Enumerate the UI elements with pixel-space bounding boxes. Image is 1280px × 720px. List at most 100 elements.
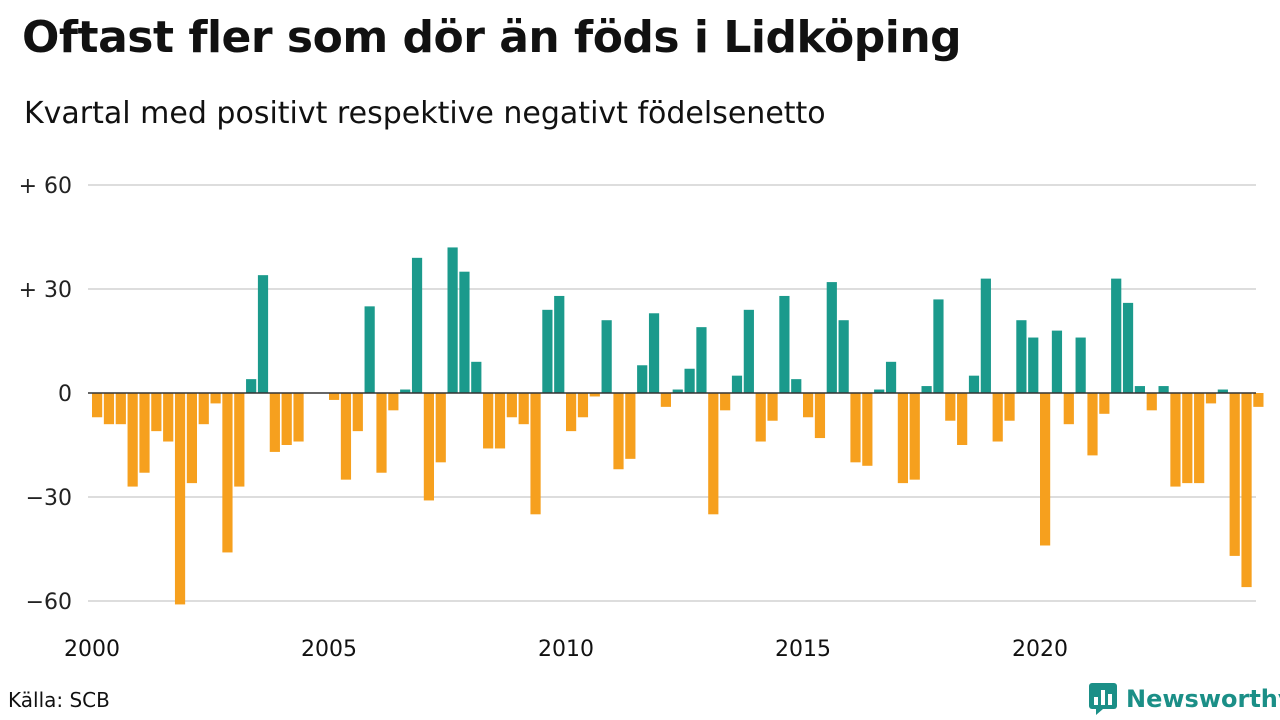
bar-negative <box>862 393 873 466</box>
bar-negative <box>234 393 245 487</box>
source-label: Källa: SCB <box>8 688 110 712</box>
bar-negative <box>1146 393 1157 411</box>
bar-negative <box>506 393 517 418</box>
bar-negative <box>814 393 826 439</box>
bar-positive <box>838 320 849 393</box>
x-tick-label: 2020 <box>1012 637 1068 662</box>
x-tick-label: 2010 <box>538 637 594 662</box>
bar-negative <box>127 393 138 487</box>
bar-negative <box>755 393 766 442</box>
bar-negative <box>92 393 103 418</box>
bar-negative <box>850 393 861 463</box>
bar-positive <box>364 306 375 393</box>
bar-positive <box>459 271 470 393</box>
bar-negative <box>720 393 731 411</box>
bar-negative <box>577 393 589 418</box>
bar-negative <box>329 393 340 400</box>
bar-negative <box>992 393 1003 442</box>
bar-positive <box>1122 302 1134 393</box>
bar-negative <box>293 393 304 442</box>
y-tick-label: −30 <box>26 486 72 511</box>
x-tick-label: 2015 <box>775 637 831 662</box>
bar-negative <box>1182 393 1193 484</box>
newsworthy-logo-icon <box>1089 683 1117 715</box>
bar-negative <box>139 393 150 473</box>
bar-positive <box>1134 386 1145 393</box>
bar-positive <box>1028 337 1039 393</box>
bar-negative <box>1087 393 1098 456</box>
bar-positive <box>542 309 553 393</box>
y-axis: + 60 + 30 0 −30 −60 <box>19 174 72 615</box>
bar-negative <box>376 393 387 473</box>
bar-positive <box>648 313 660 393</box>
bar-negative <box>1253 393 1264 407</box>
bar-negative <box>352 393 363 432</box>
bar-positive <box>1051 330 1063 393</box>
bar-negative <box>435 393 446 463</box>
bar-negative <box>281 393 292 445</box>
bar-chart: + 60 + 30 0 −30 −60 2000 2005 2010 2015 2020 <box>19 174 1264 662</box>
bar-negative <box>494 393 506 449</box>
x-tick-label: 2000 <box>64 637 120 662</box>
bar-negative <box>210 393 221 404</box>
x-tick-label: 2005 <box>301 637 357 662</box>
bar-positive <box>921 386 932 393</box>
bar-negative <box>1229 393 1240 556</box>
bar-positive <box>731 375 743 393</box>
bars <box>92 247 1264 605</box>
bar-negative <box>1241 393 1252 588</box>
newsworthy-logo: Newsworthy <box>1088 682 1280 716</box>
bar-negative <box>613 393 624 470</box>
bar-positive <box>1111 278 1122 393</box>
bar-negative <box>1063 393 1074 425</box>
bar-negative <box>803 393 814 418</box>
bar-negative <box>708 393 719 515</box>
bar-positive <box>874 389 885 393</box>
gridlines <box>88 184 1256 602</box>
bar-negative <box>518 393 529 425</box>
bar-positive <box>696 327 707 393</box>
bar-negative <box>483 393 494 449</box>
bar-positive <box>1217 389 1228 393</box>
bar-positive <box>968 375 980 393</box>
bar-positive <box>684 368 695 393</box>
chart-subtitle: Kvartal med positivt respektive negativt… <box>24 96 826 131</box>
bar-negative <box>388 393 399 411</box>
bar-negative <box>767 393 778 421</box>
bar-positive <box>885 361 897 393</box>
bar-negative <box>151 393 162 432</box>
bar-positive <box>672 389 683 393</box>
bar-negative <box>909 393 920 480</box>
brand-name: Newsworthy <box>1126 685 1280 713</box>
bar-positive <box>826 282 837 393</box>
bar-positive <box>601 320 612 393</box>
bar-negative <box>945 393 956 421</box>
bar-positive <box>471 361 482 393</box>
bar-negative <box>340 393 352 480</box>
bar-negative <box>1099 393 1110 414</box>
bar-positive <box>637 365 648 393</box>
bar-negative <box>1040 393 1051 546</box>
y-tick-label: −60 <box>26 590 72 615</box>
bar-positive <box>1075 337 1086 393</box>
bar-negative <box>1170 393 1181 487</box>
bar-positive <box>791 379 802 393</box>
bar-negative <box>269 393 280 452</box>
bar-negative <box>566 393 577 432</box>
bar-negative <box>198 393 209 425</box>
bar-positive <box>1016 320 1027 393</box>
bar-positive <box>933 299 944 393</box>
y-tick-label: + 30 <box>19 278 72 303</box>
bar-positive <box>779 295 790 393</box>
bar-negative <box>660 393 671 407</box>
bar-positive <box>257 275 269 393</box>
y-tick-label: + 60 <box>19 174 72 199</box>
chart-title: Oftast fler som dör än föds i Lidköping <box>22 12 962 63</box>
bar-negative <box>1205 393 1217 404</box>
bar-negative <box>897 393 908 484</box>
bar-positive <box>554 295 565 393</box>
bar-negative <box>222 393 233 553</box>
bar-positive <box>246 379 257 393</box>
bar-negative <box>423 393 434 501</box>
bar-positive <box>400 389 411 393</box>
